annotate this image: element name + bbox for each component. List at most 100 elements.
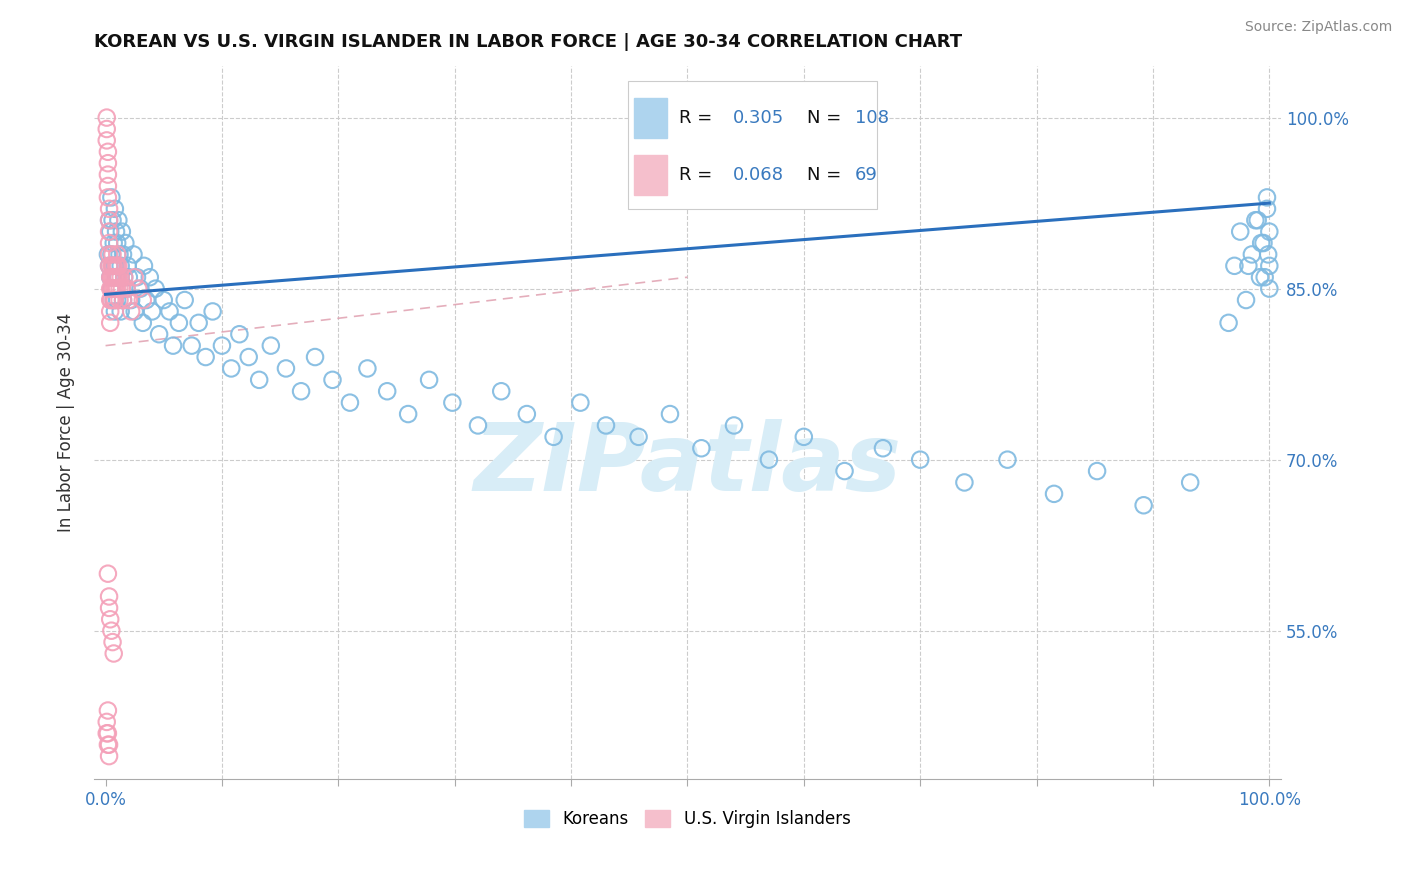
Point bbox=[108, 293, 131, 307]
Point bbox=[129, 282, 152, 296]
Point bbox=[1132, 498, 1154, 512]
Point bbox=[103, 282, 125, 296]
Point bbox=[118, 293, 141, 307]
Point bbox=[98, 282, 121, 296]
Point bbox=[1249, 270, 1271, 285]
Point bbox=[105, 293, 128, 307]
Point bbox=[96, 122, 118, 136]
Point bbox=[97, 726, 120, 740]
Point bbox=[491, 384, 513, 399]
Point bbox=[105, 282, 128, 296]
Point bbox=[96, 111, 118, 125]
Point bbox=[274, 361, 297, 376]
Point bbox=[100, 282, 122, 296]
Point bbox=[356, 361, 378, 376]
Point bbox=[101, 259, 124, 273]
Bar bbox=[634, 155, 668, 194]
Point bbox=[1244, 213, 1267, 227]
Point bbox=[105, 270, 128, 285]
Point bbox=[120, 304, 142, 318]
Point bbox=[1253, 235, 1275, 250]
Point bbox=[98, 270, 121, 285]
Point bbox=[103, 293, 125, 307]
Point bbox=[167, 316, 190, 330]
Point bbox=[97, 566, 120, 581]
Point bbox=[122, 247, 145, 261]
Point bbox=[105, 270, 128, 285]
Point bbox=[105, 247, 128, 261]
Point bbox=[108, 247, 131, 261]
Point bbox=[101, 259, 124, 273]
Point bbox=[104, 202, 127, 216]
Point bbox=[396, 407, 419, 421]
Text: R =: R = bbox=[679, 166, 718, 185]
Point bbox=[793, 430, 815, 444]
Point bbox=[101, 247, 124, 261]
Point bbox=[97, 190, 120, 204]
Point bbox=[1256, 190, 1278, 204]
Point bbox=[1237, 259, 1260, 273]
Point bbox=[1247, 213, 1270, 227]
Point bbox=[97, 156, 120, 170]
Point bbox=[141, 304, 163, 318]
Point bbox=[96, 133, 118, 147]
Point bbox=[260, 338, 283, 352]
Point bbox=[228, 327, 250, 342]
Point bbox=[1240, 247, 1263, 261]
Point bbox=[304, 350, 326, 364]
Text: N =: N = bbox=[807, 110, 848, 128]
Point bbox=[98, 213, 121, 227]
Point bbox=[97, 179, 120, 194]
Point bbox=[103, 259, 125, 273]
Point bbox=[145, 282, 167, 296]
Point bbox=[152, 293, 174, 307]
Point bbox=[98, 612, 121, 626]
Point bbox=[872, 442, 894, 456]
Point bbox=[1234, 293, 1257, 307]
Point bbox=[247, 373, 270, 387]
Point bbox=[148, 327, 170, 342]
Bar bbox=[634, 98, 668, 137]
Point bbox=[132, 259, 155, 273]
Point bbox=[201, 304, 224, 318]
Point bbox=[723, 418, 745, 433]
Point bbox=[107, 270, 129, 285]
Point bbox=[111, 225, 134, 239]
Point bbox=[97, 704, 120, 718]
Point bbox=[104, 259, 127, 273]
Point bbox=[96, 726, 118, 740]
Text: KOREAN VS U.S. VIRGIN ISLANDER IN LABOR FORCE | AGE 30-34 CORRELATION CHART: KOREAN VS U.S. VIRGIN ISLANDER IN LABOR … bbox=[94, 33, 962, 51]
Point bbox=[98, 259, 121, 273]
Point bbox=[117, 259, 139, 273]
Point bbox=[118, 270, 141, 285]
Point bbox=[127, 282, 149, 296]
Point bbox=[98, 235, 121, 250]
Point bbox=[97, 738, 120, 752]
Point bbox=[627, 430, 650, 444]
Legend: Koreans, U.S. Virgin Islanders: Koreans, U.S. Virgin Islanders bbox=[517, 803, 858, 835]
Point bbox=[111, 293, 134, 307]
Point bbox=[132, 293, 155, 307]
Point bbox=[108, 282, 131, 296]
Point bbox=[953, 475, 976, 490]
Point bbox=[1223, 259, 1246, 273]
Point bbox=[1258, 259, 1281, 273]
Point bbox=[135, 293, 157, 307]
Point bbox=[98, 600, 121, 615]
Point bbox=[111, 293, 134, 307]
Point bbox=[100, 247, 122, 261]
Point bbox=[98, 304, 121, 318]
Point bbox=[124, 304, 146, 318]
Point bbox=[107, 259, 129, 273]
Point bbox=[97, 145, 120, 159]
Text: 0.305: 0.305 bbox=[733, 110, 783, 128]
Point bbox=[1258, 225, 1281, 239]
Point bbox=[238, 350, 260, 364]
Text: Source: ZipAtlas.com: Source: ZipAtlas.com bbox=[1244, 20, 1392, 34]
Point bbox=[100, 190, 122, 204]
Point bbox=[103, 293, 125, 307]
Point bbox=[100, 270, 122, 285]
Text: 69: 69 bbox=[855, 166, 877, 185]
Point bbox=[110, 259, 132, 273]
Point bbox=[908, 452, 931, 467]
